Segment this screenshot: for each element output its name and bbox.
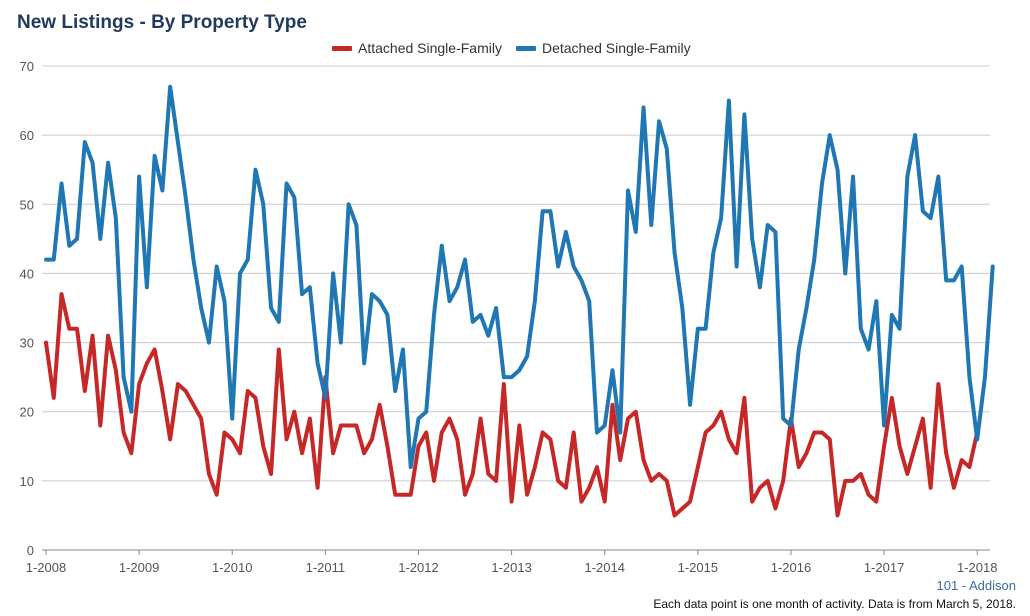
x-tick-label-5: 1-2013: [491, 560, 531, 575]
x-tick-label-10: 1-2018: [957, 560, 997, 575]
x-tick-label-0: 1-2008: [26, 560, 66, 575]
series-line-attached: [44, 292, 980, 518]
y-tick-label-30: 30: [20, 336, 34, 351]
y-tick-label-10: 10: [20, 474, 34, 489]
x-tick-label-4: 1-2012: [398, 560, 438, 575]
legend-swatch-attached: [332, 45, 352, 51]
y-tick-label-60: 60: [20, 128, 34, 143]
legend-label-detached: Detached Single-Family: [541, 40, 691, 56]
legend-item-attached[interactable]: Attached Single-Family: [332, 40, 502, 56]
legend-item-detached[interactable]: Detached Single-Family: [515, 40, 691, 56]
legend-label-attached: Attached Single-Family: [358, 40, 502, 56]
x-tick-label-1: 1-2009: [119, 560, 159, 575]
x-tick-label-7: 1-2015: [678, 560, 718, 575]
y-tick-label-50: 50: [20, 197, 34, 212]
legend-swatch-detached: [515, 45, 536, 51]
region-label: 101 - Addison: [936, 578, 1016, 593]
y-tick-label-40: 40: [20, 266, 34, 281]
series-line-detached: [44, 84, 995, 470]
y-tick-label-20: 20: [20, 405, 34, 420]
y-tick-label-70: 70: [20, 59, 34, 74]
data-note: Each data point is one month of activity…: [653, 597, 1016, 611]
x-tick-label-9: 1-2017: [864, 560, 904, 575]
x-tick-label-3: 1-2011: [306, 560, 346, 575]
y-tick-label-0: 0: [27, 543, 34, 558]
x-tick-label-2: 1-2010: [212, 560, 252, 575]
chart-legend: Attached Single-Family Detached Single-F…: [332, 40, 691, 56]
x-tick-label-6: 1-2014: [584, 560, 624, 575]
chart-title: New Listings - By Property Type: [17, 12, 307, 33]
x-tick-label-8: 1-2016: [771, 560, 811, 575]
